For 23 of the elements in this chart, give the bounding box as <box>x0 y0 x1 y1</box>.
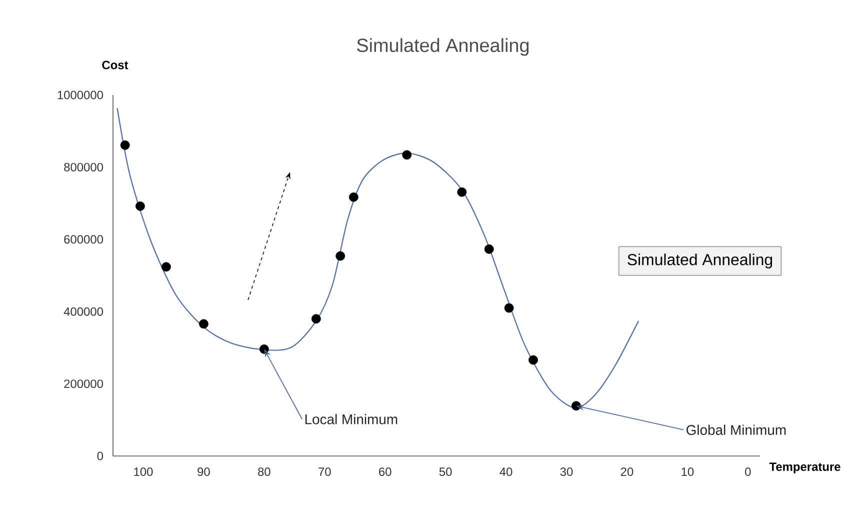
x-tick-label: 0 <box>745 468 751 476</box>
x-tick-label: 50 <box>439 468 452 476</box>
y-tick-label: 1000000 <box>58 90 103 100</box>
annotation: Global Minimum <box>686 424 786 435</box>
x-tick-label: 30 <box>560 468 573 476</box>
y-tick-label: 400000 <box>64 307 103 316</box>
x-tick-label: 40 <box>500 468 512 476</box>
x-tick-label: 60 <box>379 468 392 476</box>
x-tick-label: 90 <box>198 468 210 476</box>
x-tick-label: 80 <box>258 468 270 476</box>
x-tick-label: 70 <box>318 468 331 476</box>
y-axis-title: Cost <box>102 60 128 70</box>
x-tick-label: 100 <box>134 468 153 476</box>
x-axis-title: Temperature <box>769 462 840 474</box>
y-tick-label: 600000 <box>64 235 103 244</box>
chart-title: Simulated Annealing <box>357 38 529 56</box>
y-tick-label: 800000 <box>64 162 103 172</box>
annotation: Simulated Annealing <box>628 254 772 268</box>
x-tick-label: 10 <box>682 468 694 476</box>
annotation: Local Minimum <box>305 414 398 424</box>
y-tick-label: 0 <box>97 452 104 460</box>
y-tick-label: 200000 <box>64 380 103 388</box>
x-tick-label: 20 <box>620 468 634 476</box>
